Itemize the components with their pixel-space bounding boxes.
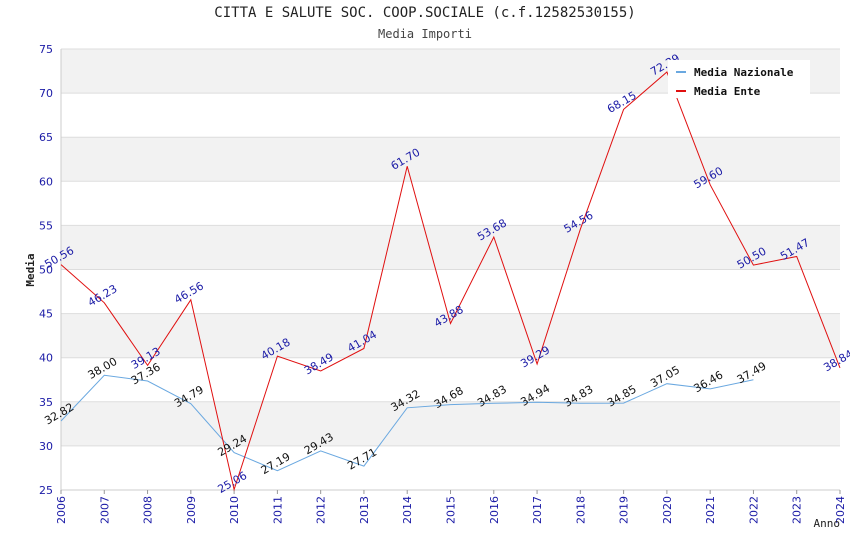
x-tick-label: 2012 bbox=[315, 496, 328, 524]
x-tick-label: 2019 bbox=[618, 496, 631, 524]
x-tick-label: 2010 bbox=[228, 496, 241, 524]
x-tick-label: 2022 bbox=[747, 496, 760, 524]
grid-band bbox=[61, 313, 840, 358]
x-tick-label: 2021 bbox=[704, 496, 717, 524]
x-tick-label: 2007 bbox=[98, 496, 111, 524]
grid-band bbox=[61, 225, 840, 270]
grid-band bbox=[61, 445, 840, 490]
x-tick-label: 2008 bbox=[142, 496, 155, 524]
x-tick-label: 2023 bbox=[791, 496, 804, 524]
grid-band bbox=[61, 137, 840, 182]
y-tick-label: 55 bbox=[39, 219, 53, 232]
legend-entry: Media Nazionale bbox=[694, 66, 794, 79]
grid-band bbox=[61, 93, 840, 138]
chart-title: CITTA E SALUTE SOC. COOP.SOCIALE (c.f.12… bbox=[214, 5, 636, 21]
x-tick-label: 2009 bbox=[185, 496, 198, 524]
y-tick-label: 25 bbox=[39, 484, 53, 497]
x-axis-label: Anno bbox=[814, 517, 841, 530]
x-tick-label: 2013 bbox=[358, 496, 371, 524]
x-tick-label: 2011 bbox=[271, 496, 284, 524]
legend-entry: Media Ente bbox=[694, 85, 761, 98]
grid-band bbox=[61, 357, 840, 402]
legend-box bbox=[668, 60, 810, 98]
y-tick-label: 45 bbox=[39, 308, 53, 321]
y-tick-label: 35 bbox=[39, 396, 53, 409]
x-tick-label: 2016 bbox=[488, 496, 501, 524]
chart-subtitle: Media Importi bbox=[378, 27, 472, 41]
grid-band bbox=[61, 401, 840, 446]
x-tick-label: 2024 bbox=[834, 496, 847, 524]
y-tick-label: 30 bbox=[39, 440, 53, 453]
y-tick-label: 75 bbox=[39, 43, 53, 56]
y-tick-label: 60 bbox=[39, 175, 53, 188]
y-tick-label: 50 bbox=[39, 264, 53, 277]
x-tick-label: 2006 bbox=[55, 496, 68, 524]
grid-band bbox=[61, 269, 840, 314]
y-tick-label: 70 bbox=[39, 87, 53, 100]
series-line-media-ente bbox=[60, 71, 841, 492]
y-axis-label: Media bbox=[24, 253, 37, 286]
x-tick-label: 2020 bbox=[661, 496, 674, 524]
y-tick-label: 40 bbox=[39, 352, 53, 365]
series-line-media-nazionale bbox=[60, 374, 754, 472]
x-tick-label: 2015 bbox=[445, 496, 458, 524]
y-tick-label: 65 bbox=[39, 131, 53, 144]
x-tick-label: 2017 bbox=[531, 496, 544, 524]
grid-band bbox=[61, 181, 840, 226]
x-tick-label: 2014 bbox=[401, 496, 414, 524]
x-tick-label: 2018 bbox=[574, 496, 587, 524]
